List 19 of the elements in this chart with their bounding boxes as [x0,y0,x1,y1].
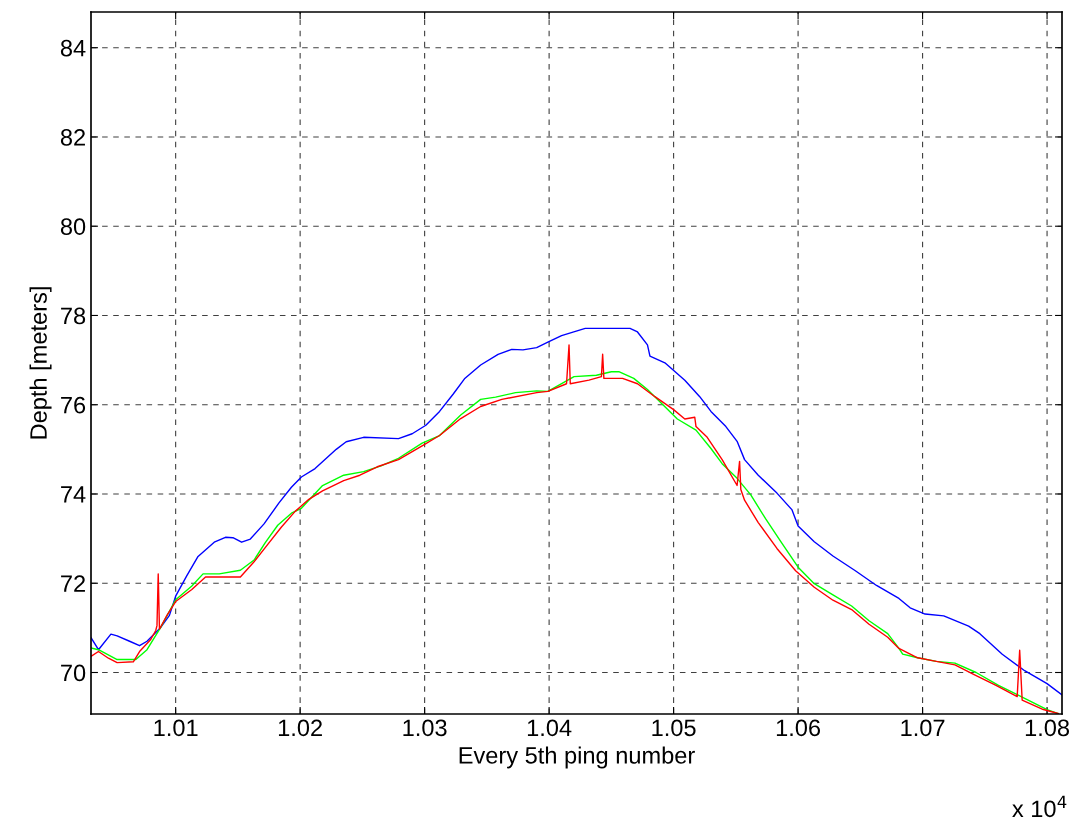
x-tick-label: 1.07 [901,719,945,737]
y-tick-label: 76 [61,396,86,414]
y-tick-label: 84 [60,39,86,57]
x-tick-label: 1.04 [527,719,572,737]
x-tick-label: 1.08 [1025,719,1070,737]
x-tick-label: 1.01 [154,719,198,737]
y-tick-label: 74 [61,486,86,503]
y-tick-label: 82 [60,129,85,146]
x-tick-label: 1.03 [403,719,447,737]
y-tick-label: 72 [61,575,85,592]
y-tick-label: 70 [61,664,86,682]
x-tick-label: 1.02 [278,719,322,737]
y-axis-title: Depth [meters] [29,287,52,439]
x-tick-label: 1.06 [776,719,821,737]
y-tick-label: 80 [60,218,86,235]
y-tick-label: 78 [61,307,86,325]
x-axis-title: Every 5th ping number [459,746,695,769]
x-tick-label: 1.05 [652,719,696,737]
text: x 10$^{4}$ [1012,795,1067,818]
